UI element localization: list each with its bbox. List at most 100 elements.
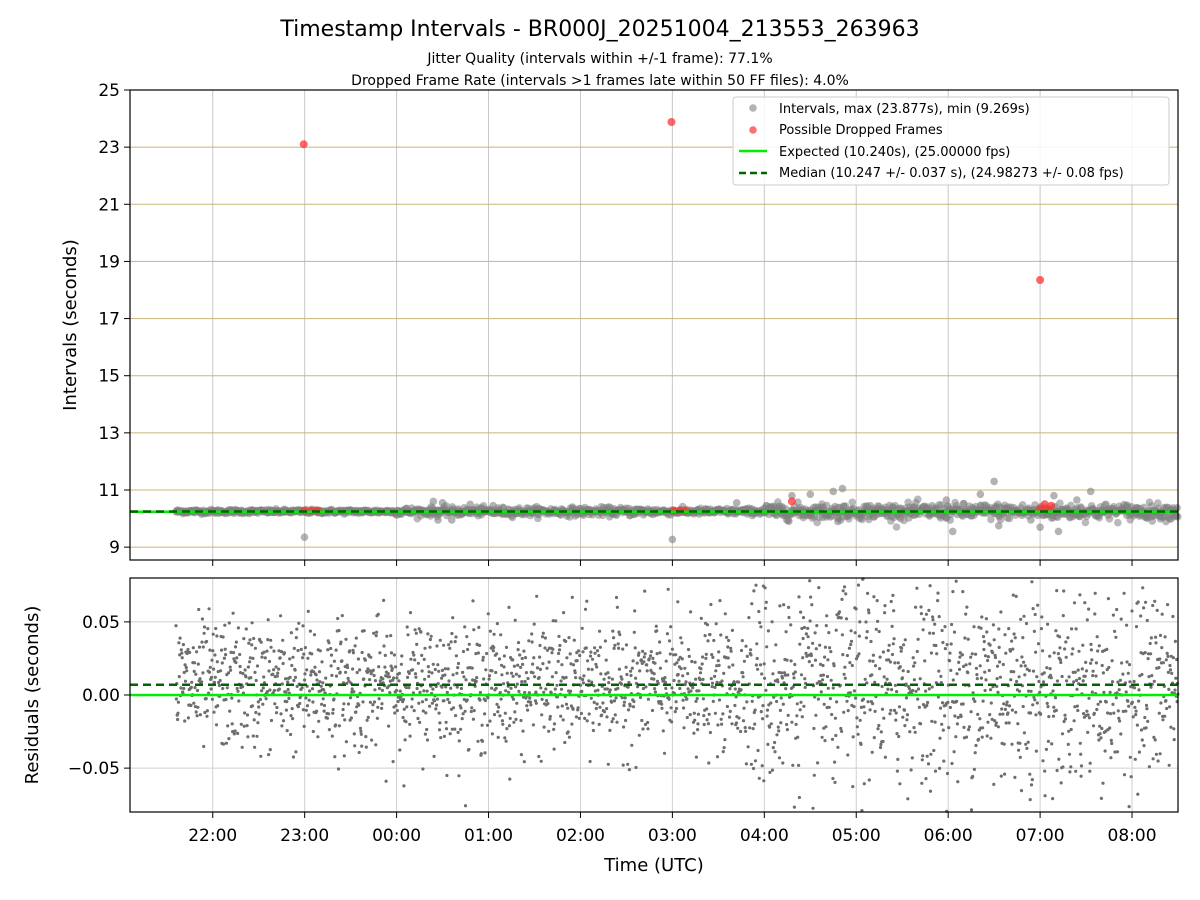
residual-point	[1127, 805, 1131, 809]
residual-point	[355, 670, 359, 675]
residual-point	[1127, 663, 1132, 667]
residual-point	[342, 754, 346, 758]
residual-point	[694, 699, 698, 704]
residual-point	[797, 763, 801, 768]
residual-point	[679, 667, 683, 671]
residual-point	[1069, 727, 1073, 732]
residual-point	[217, 683, 221, 688]
residual-point	[779, 696, 783, 700]
residual-point	[255, 664, 260, 668]
residual-point	[552, 727, 556, 732]
residual-point	[663, 680, 668, 685]
residual-point	[829, 678, 833, 682]
residual-point	[645, 669, 649, 673]
residual-point	[338, 670, 342, 674]
residual-point	[814, 647, 818, 651]
residual-point	[753, 708, 757, 712]
residual-point	[608, 688, 612, 692]
residual-point	[174, 697, 178, 701]
residual-point	[243, 668, 247, 672]
residual-point	[833, 780, 837, 785]
residual-point	[534, 690, 538, 694]
residual-point	[368, 678, 372, 682]
residual-point	[841, 653, 845, 657]
residual-point	[307, 713, 311, 717]
residual-point	[737, 716, 741, 720]
residual-point	[1076, 668, 1080, 672]
residual-point	[890, 624, 894, 629]
residual-point	[800, 715, 804, 719]
residual-point	[413, 672, 418, 676]
residual-point	[229, 650, 233, 655]
residual-point	[727, 638, 731, 643]
residual-point	[1008, 649, 1013, 653]
residual-point	[1108, 712, 1113, 716]
residual-point	[179, 648, 183, 652]
residual-point	[287, 696, 291, 701]
residual-point	[1096, 649, 1100, 653]
residual-point	[590, 657, 595, 661]
residual-point	[818, 662, 823, 666]
residual-point	[198, 713, 202, 717]
residual-point	[673, 710, 677, 714]
residual-point	[176, 717, 180, 722]
residual-point	[1145, 618, 1149, 623]
residual-point	[291, 655, 295, 659]
residual-point	[733, 703, 737, 708]
residual-point	[862, 705, 866, 709]
residual-point	[746, 745, 750, 749]
residual-point	[1059, 781, 1063, 785]
residual-point	[583, 716, 587, 721]
residual-point	[377, 665, 381, 669]
residual-point	[1011, 647, 1015, 651]
residual-point	[245, 713, 250, 717]
residual-point	[459, 686, 463, 691]
residual-point	[528, 700, 533, 704]
residual-point	[1074, 627, 1078, 631]
residual-point	[322, 703, 327, 708]
residual-point	[689, 610, 693, 614]
residual-point	[804, 651, 808, 656]
residual-point	[789, 623, 793, 627]
residual-point	[262, 650, 266, 654]
residual-point	[821, 678, 825, 682]
residual-point	[1108, 726, 1112, 730]
residual-point	[925, 703, 929, 708]
residual-point	[891, 642, 895, 646]
residual-point	[502, 665, 506, 669]
residual-point	[1114, 635, 1118, 639]
residual-point	[205, 639, 209, 644]
residual-point	[845, 653, 850, 658]
residual-point	[906, 669, 910, 674]
residual-point	[387, 675, 391, 679]
residual-point	[499, 633, 503, 637]
residual-point	[1010, 708, 1015, 712]
residual-point	[308, 689, 312, 693]
residual-point	[1166, 670, 1170, 675]
residual-point	[887, 643, 891, 647]
residual-point	[955, 672, 959, 676]
residual-point	[878, 667, 882, 671]
interval-outlier-point	[1054, 527, 1063, 536]
residual-point	[372, 631, 376, 635]
residual-point	[317, 719, 321, 723]
residual-point	[267, 669, 271, 673]
residual-point	[423, 646, 427, 650]
interval-point	[987, 515, 995, 524]
residual-point	[1059, 660, 1063, 665]
x-axis-label: Time (UTC)	[603, 855, 704, 876]
residual-point	[1082, 712, 1086, 716]
residual-point	[872, 595, 876, 599]
residual-point	[622, 703, 626, 708]
residual-point	[854, 657, 859, 661]
residual-point	[670, 720, 674, 724]
residual-point	[626, 685, 630, 689]
residual-point	[405, 705, 409, 709]
residual-point	[290, 663, 294, 668]
residual-point	[611, 717, 615, 721]
residual-point	[886, 687, 890, 691]
residual-point	[499, 697, 503, 701]
residual-point	[990, 717, 994, 722]
residual-point	[394, 665, 398, 669]
residual-point	[385, 634, 389, 638]
